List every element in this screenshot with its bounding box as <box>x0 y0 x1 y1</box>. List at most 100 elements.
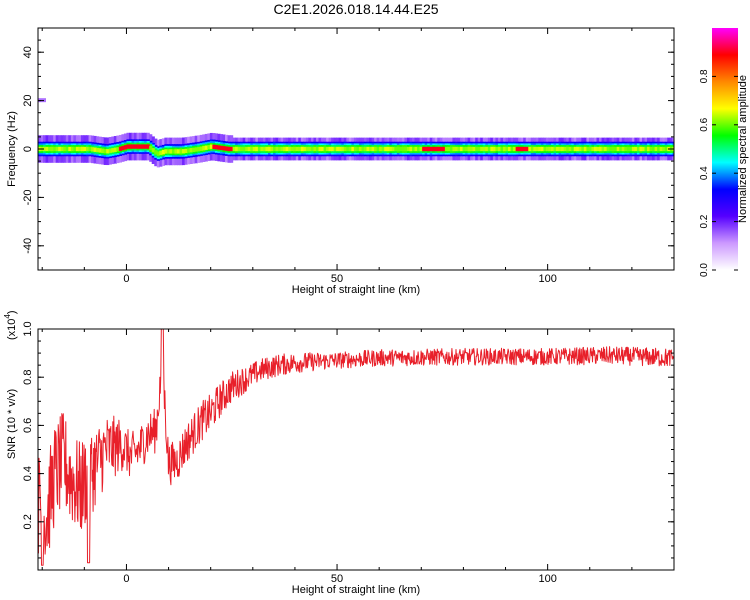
spectrogram-band-cell <box>149 145 153 151</box>
spectrogram-band-cell <box>391 146 395 152</box>
spectrogram-band-cell <box>151 148 155 153</box>
spectrogram-band-cell <box>103 149 107 154</box>
spectrogram-band-cell <box>482 146 486 152</box>
snr-ytick-label: 0.2 <box>22 514 34 529</box>
spectrogram-band-cell <box>328 146 332 152</box>
spectrogram-band-cell <box>601 146 605 152</box>
spectrogram-band-cell <box>161 149 165 155</box>
snr-ytick-label: 1.0 <box>22 321 34 336</box>
spectrogram-band-cell <box>136 144 140 149</box>
spectrogram-band-cell <box>227 146 231 152</box>
spectrogram-band-cell <box>614 146 618 152</box>
spectrogram-band-cell <box>222 146 226 151</box>
spectrogram-band-cell <box>242 146 246 152</box>
figure-title: C2E1.2026.018.14.44.E25 <box>273 1 438 17</box>
spectrogram-ticks: 0 50 100 40 20 0 -20 -40 <box>22 27 675 285</box>
spectrogram-band-cell <box>414 146 418 152</box>
spectrogram-band-cell <box>586 146 590 152</box>
spectrogram-band-cell <box>189 148 193 153</box>
spectrogram-band-cell <box>295 146 299 152</box>
spectrogram-band-cell <box>73 146 77 152</box>
snr-ytick-label: 0.6 <box>22 418 34 433</box>
spectrogram-band-cell <box>460 146 464 152</box>
snr-xtick-label: 0 <box>123 573 129 585</box>
spectrogram-band-cell <box>619 146 623 152</box>
spectrogram-band-cell <box>225 146 229 151</box>
spectrogram-band-cell <box>543 146 547 152</box>
spectrogram-band-cell <box>626 146 630 152</box>
spectrogram-band-cell <box>361 146 365 152</box>
spectrogram-band-cell <box>63 146 67 152</box>
spectrogram-image <box>38 98 674 168</box>
svg-text:(x104): (x104) <box>3 310 18 340</box>
spectrogram-band-cell <box>187 148 191 153</box>
spectrogram-band-cell <box>96 147 100 153</box>
spectrogram-band-cell <box>604 146 608 152</box>
spectrogram-band-cell <box>303 146 307 152</box>
spectrogram-band-cell <box>338 146 342 152</box>
spectrogram-band-cell <box>88 146 92 152</box>
spectrogram-band-cell <box>563 146 567 152</box>
spectrogram-band-cell <box>371 146 375 152</box>
spectrogram-band-cell <box>477 146 481 152</box>
spectrogram-band-cell <box>45 146 49 152</box>
spectrogram-band-cell <box>280 146 284 152</box>
snr-ticks: 0 50 100 1.0 0.8 0.6 0.4 0.2 <box>22 321 675 585</box>
spectrogram-band-cell <box>422 146 426 152</box>
spectrogram-band-cell <box>609 146 613 152</box>
spectrogram-band-cell <box>134 144 138 149</box>
spectrogram-band-cell <box>376 146 380 152</box>
spectrogram-band-cell <box>553 146 557 152</box>
snr-multiplier-exponent: 4 <box>3 314 12 319</box>
snr-xlabel: Height of straight line (km) <box>292 584 420 596</box>
spectrogram-band-cell <box>485 146 489 152</box>
spectrogram-band-cell <box>576 146 580 152</box>
spectrogram-band-cell <box>80 146 85 152</box>
spectrogram-band-cell <box>123 145 128 150</box>
spectrogram-band-cell <box>639 146 643 152</box>
spectrogram-band-cell <box>106 149 110 154</box>
spectrogram-band-cell <box>399 146 403 152</box>
spectrogram-band-cell <box>454 146 459 152</box>
spectrogram-band-cell <box>351 146 355 152</box>
spectrogram-band-cell <box>561 146 565 152</box>
spectrogram-band-cell <box>179 149 183 154</box>
colorbar-tick-label: 0.4 <box>699 166 710 180</box>
spectrogram-band-cell <box>545 146 550 152</box>
spectrogram-band-cell <box>636 146 641 152</box>
spectrogram-band-cell <box>442 146 446 152</box>
spectrogram-band-cell <box>540 146 545 152</box>
spectrogram-band-cell <box>379 146 383 152</box>
spectrogram-band-cell <box>502 146 507 152</box>
spectrogram-band-cell <box>93 147 97 152</box>
spectrogram-band-cell <box>174 149 178 154</box>
spectrogram-band-cell <box>578 146 582 152</box>
spectrogram-band-cell <box>65 146 69 152</box>
spectrogram-band-cell <box>331 146 335 152</box>
spectrogram-band-cell <box>588 146 593 152</box>
snr-ylabel: SNR (10 * v/v) <box>6 389 18 459</box>
spectrogram-band-cell <box>662 146 666 152</box>
spectrogram-band-cell <box>290 146 294 152</box>
spectrogram-band-cell <box>353 146 358 152</box>
spectrogram-band-cell <box>616 146 620 152</box>
spectrogram-band-cell <box>581 146 585 152</box>
spectrogram-band-cell <box>53 146 57 152</box>
spectrogram-band-cell <box>548 146 552 152</box>
spectrogram-band-cell <box>300 146 304 152</box>
spectrogram-band-cell <box>267 146 272 152</box>
spectrogram-band-cell <box>197 146 201 152</box>
spectrogram-band-cell <box>465 146 469 152</box>
spectrogram-band-cell <box>568 146 572 152</box>
snr-series-line <box>38 329 674 566</box>
spectrogram-band-cell <box>386 146 390 152</box>
spectrogram-band-cell <box>424 146 428 152</box>
spectrogram-band-cell <box>573 146 577 152</box>
spectrogram-band-cell <box>520 146 524 152</box>
spectrogram-band-cell <box>101 148 105 153</box>
spectrogram-band-cell <box>199 146 203 151</box>
spectrogram-band-cell <box>657 146 661 152</box>
spectrogram-ytick-label: -20 <box>22 189 34 205</box>
spectrogram-band-cell <box>70 146 74 152</box>
